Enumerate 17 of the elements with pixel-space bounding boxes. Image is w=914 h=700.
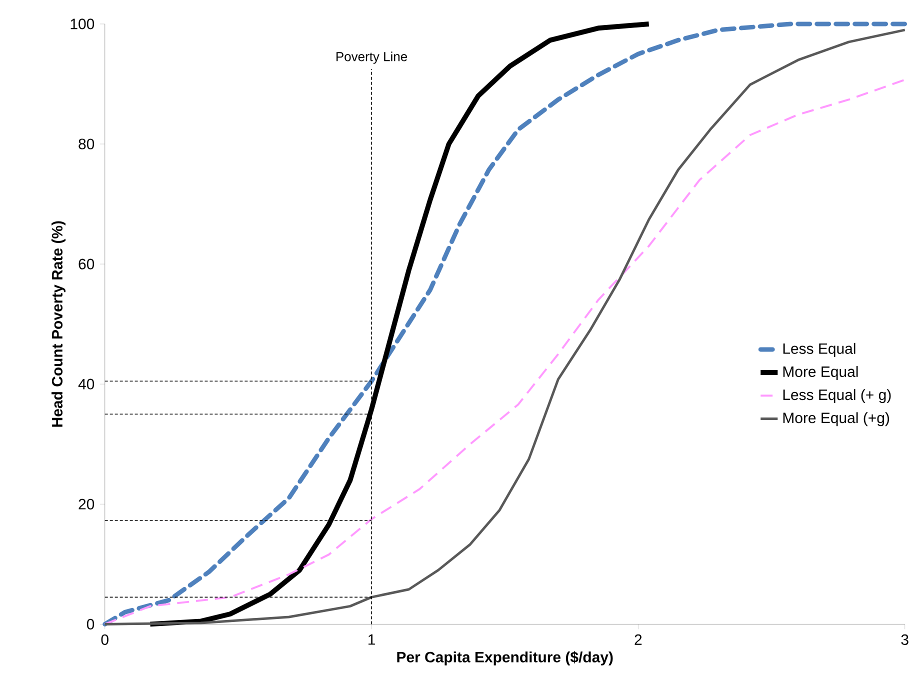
ref-line-label: Poverty Line [336,52,408,64]
y-tick-label: 40 [78,378,94,390]
legend-label: More Equal (+g) [783,412,890,426]
y-tick-label: 100 [70,18,94,30]
legend-label: Less Equal (+ g) [783,389,891,404]
x-tick-label: 3 [901,634,908,645]
y-tick-label: 80 [78,138,94,150]
y-tick-label: 60 [78,258,94,270]
legend-label: Less Equal [783,342,856,357]
y-axis-title: Head Count Poverty Rate (%) [52,221,66,427]
y-tick-label: 20 [78,498,94,510]
x-tick-label: 2 [634,634,642,645]
x-tick-label: 0 [101,634,108,645]
x-axis-title: Per Capita Expenditure ($/day) [397,651,613,666]
x-tick-label: 1 [368,634,375,645]
legend-label: More Equal [783,366,858,380]
y-tick-label: 0 [86,618,94,630]
